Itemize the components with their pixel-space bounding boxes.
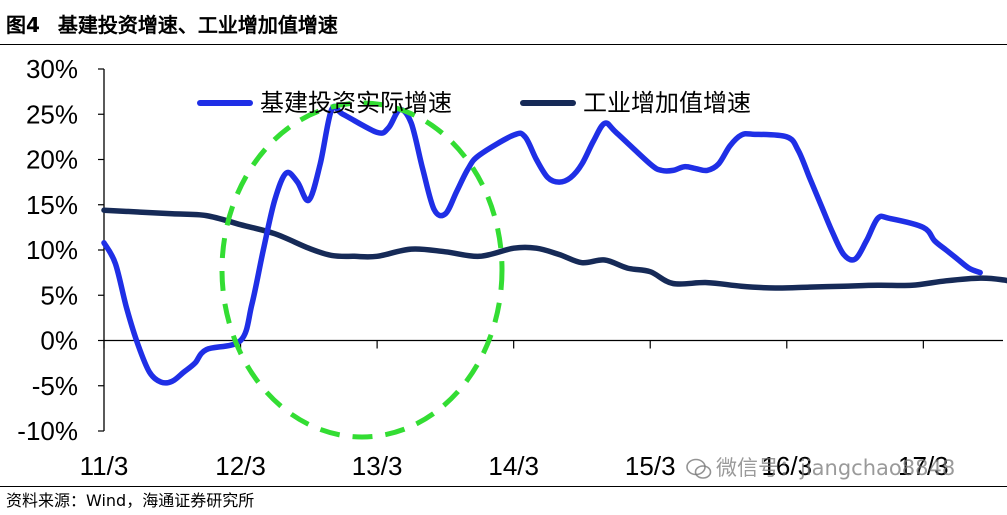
watermark: 微信号：jiangchao8848 [686, 452, 955, 484]
wechat-icon [686, 458, 712, 479]
figure-title: 图4 基建投资增速、工业增加值增速 [6, 10, 338, 40]
x-tick-label: 13/3 [352, 451, 403, 481]
y-tick-label: 0% [40, 326, 78, 356]
x-tick-label: 12/3 [215, 451, 266, 481]
y-tick-label: -5% [32, 371, 78, 401]
series-line-industrial [101, 207, 1007, 291]
top-rule [0, 44, 1007, 45]
series-line-infrastructure [101, 103, 983, 386]
y-tick-label: 30% [26, 54, 78, 84]
x-tick-labels: 11/3 12/3 13/3 14/3 15/3 16/3 17/3 [80, 451, 949, 481]
bottom-rule [0, 486, 1007, 487]
x-tick-label: 14/3 [488, 451, 539, 481]
watermark-text: 微信号：jiangchao8848 [716, 456, 956, 480]
figure-title-text: 基建投资增速、工业增加值增速 [57, 13, 338, 37]
y-tick-label: 10% [26, 235, 78, 265]
y-tick-label: 20% [26, 145, 78, 175]
series-layer [101, 103, 1007, 386]
legend-label: 基建投资实际增速 [260, 89, 452, 117]
highlight-ellipse [219, 100, 505, 440]
x-tick-label: 11/3 [80, 451, 129, 481]
legend-item-infrastructure: 基建投资实际增速 [197, 89, 452, 117]
x-tick-label: 17/3 [898, 451, 949, 481]
source-note: 资料来源：Wind，海通证券研究所 [6, 491, 255, 510]
line-chart: 30%25%20%15%10%5%0%-5%-10% 11/3 12/3 13/3 1… [17, 54, 1007, 481]
x-tick-label: 16/3 [761, 451, 812, 481]
x-tick-label: 15/3 [625, 451, 676, 481]
y-tick-label: -10% [17, 416, 78, 446]
legend-label: 工业增加值增速 [583, 89, 751, 117]
y-tick-label: 15% [26, 190, 78, 220]
axes [98, 68, 1003, 432]
figure-number: 图4 [6, 13, 40, 37]
legend-item-industrial: 工业增加值增速 [520, 89, 751, 117]
y-tick-label: 25% [26, 99, 78, 129]
y-tick-labels: 30% 25% 20% 15% 10% 5% 0% -5% -10% [17, 54, 78, 446]
y-tick-label: 5% [40, 280, 78, 310]
legend: 基建投资实际增速 工业增加值增速 [197, 89, 751, 117]
